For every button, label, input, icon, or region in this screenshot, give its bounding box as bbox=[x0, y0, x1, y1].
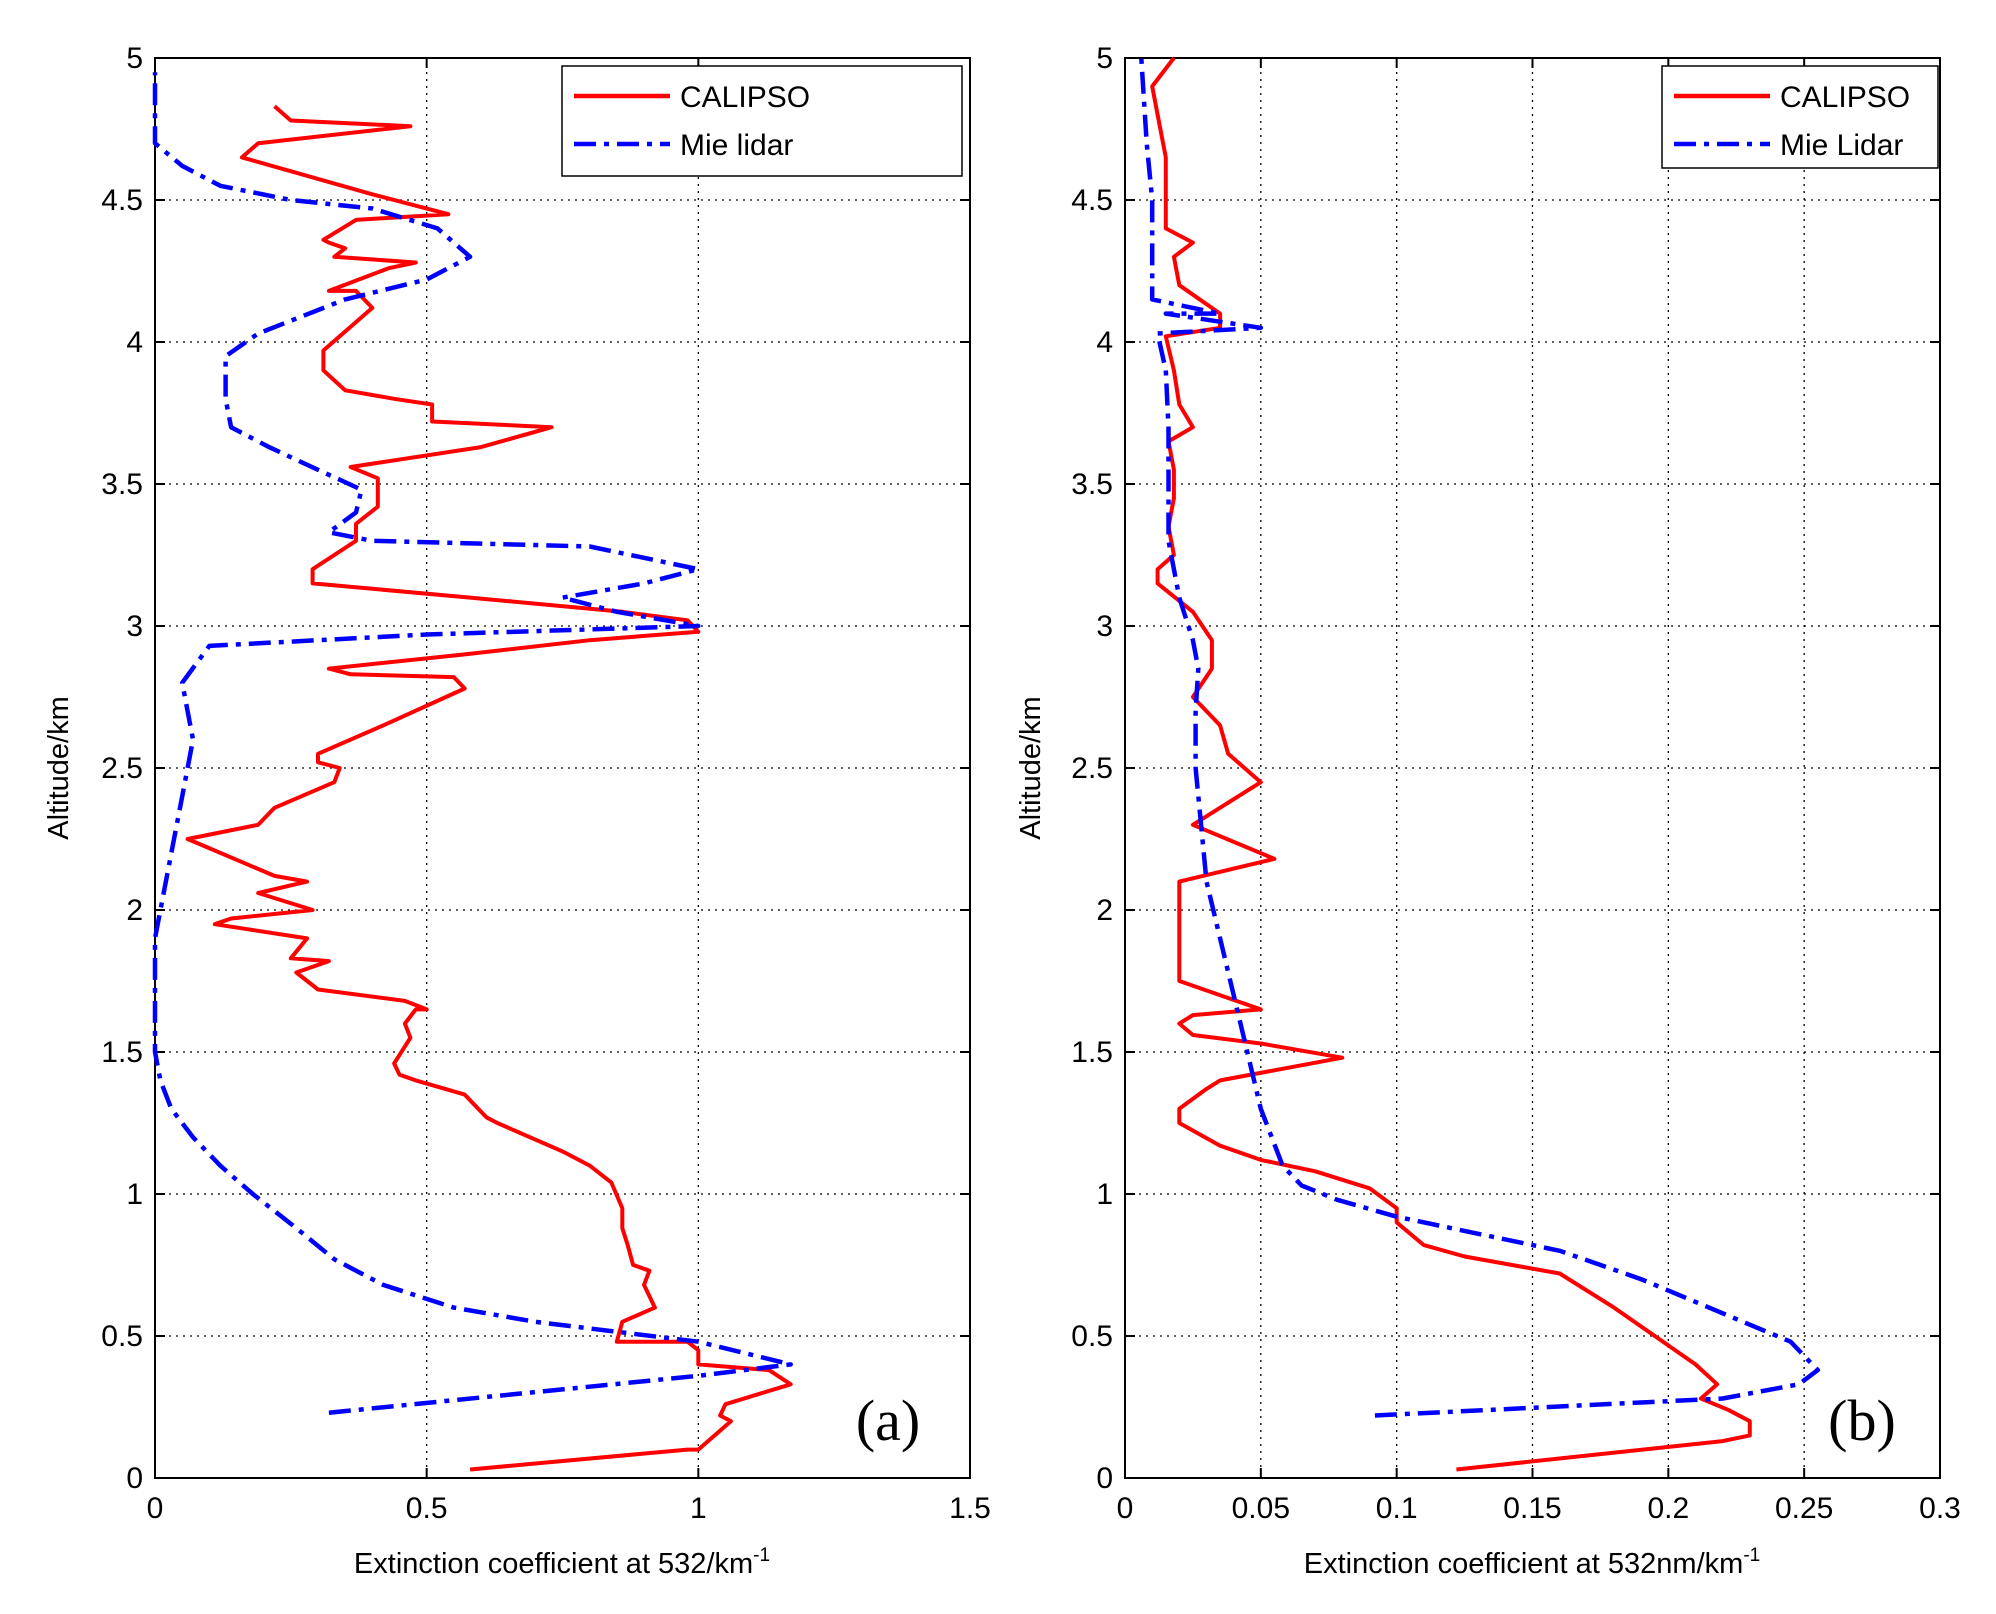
panel-a-x-axis-label: Extinction coefficient at 532/km-1 bbox=[354, 1545, 770, 1580]
panel-b-x-axis-label: Extinction coefficient at 532nm/km-1 bbox=[1304, 1545, 1760, 1580]
panel-b-gridlines bbox=[1125, 58, 1940, 1478]
panel-b-xtick-label-3: 0.15 bbox=[1503, 1492, 1561, 1525]
panel-a-ytick-label-0: 0 bbox=[126, 1462, 143, 1495]
panel-a-xtick-label-2: 1 bbox=[690, 1492, 707, 1525]
panel-b-xtick-label-2: 0.1 bbox=[1376, 1492, 1418, 1525]
panel-a-gridlines bbox=[155, 58, 970, 1478]
panel-b-series-calipso-line bbox=[1150, 56, 1752, 1472]
panel-b-ytick-label-4: 2 bbox=[1096, 894, 1113, 927]
panel-a-ytick-label-6: 3 bbox=[126, 610, 143, 643]
panel-a-ytick-label-8: 4 bbox=[126, 326, 143, 359]
panel-a-x-axis-label-superscript: -1 bbox=[753, 1545, 770, 1566]
panel-b-xtick-label-6: 0.3 bbox=[1919, 1492, 1961, 1525]
panel-b-legend-label-calipso: CALIPSO bbox=[1780, 81, 1910, 114]
panel-b-ytick-label-9: 4.5 bbox=[1071, 184, 1113, 217]
panel-b-ytick-label-6: 3 bbox=[1096, 610, 1113, 643]
panel-b-y-ticks: 0 0.5 1 1.5 2 2.5 3 3.5 4 4.5 5 bbox=[1071, 42, 1940, 1495]
panel-b-ytick-label-8: 4 bbox=[1096, 326, 1113, 359]
panel-a-series-mie-lidar-line bbox=[152, 72, 793, 1415]
panel-a-legend-label-mie-lidar: Mie lidar bbox=[680, 129, 793, 162]
panel-b-legend-box bbox=[1661, 65, 1939, 169]
panel-a-xtick-label-1: 0.5 bbox=[406, 1492, 448, 1525]
panel-b-x-axis-label-text: Extinction coefficient at 532nm/km bbox=[1304, 1548, 1744, 1580]
panel-a-y-ticks: 0 0.5 1 1.5 2 2.5 3 3.5 4 4.5 5 bbox=[101, 42, 970, 1495]
panel-b-legend: CALIPSO Mie Lidar bbox=[1661, 65, 1939, 169]
panel-a-legend: CALIPSO Mie lidar bbox=[561, 65, 963, 177]
panel-a-ytick-label-10: 5 bbox=[126, 42, 143, 75]
panel-b: 0 0.05 0.1 0.15 0.2 0.25 0.3 0 0.5 1 1.5 2 2.5 3 3.5 4… bbox=[1015, 42, 1961, 1580]
panel-a-label: (a) bbox=[856, 1388, 920, 1453]
panel-b-xtick-label-1: 0.05 bbox=[1232, 1492, 1290, 1525]
panel-b-ytick-label-0: 0 bbox=[1096, 1462, 1113, 1495]
panel-b-xtick-label-4: 0.2 bbox=[1647, 1492, 1689, 1525]
panel-b-xtick-label-0: 0 bbox=[1117, 1492, 1134, 1525]
panel-a-legend-box bbox=[561, 65, 963, 177]
panel-b-legend-label-mie-lidar: Mie Lidar bbox=[1780, 129, 1903, 162]
panel-a-xtick-label-3: 1.5 bbox=[949, 1492, 991, 1525]
panel-a-series-calipso-line bbox=[185, 104, 793, 1472]
panel-a: 0 0.5 1 1.5 0 0.5 1 1.5 2 2.5 3 3.5 4 4.5 5 CALIPSO M… bbox=[43, 42, 991, 1580]
panel-b-x-ticks: 0 0.05 0.1 0.15 0.2 0.25 0.3 bbox=[1117, 58, 1961, 1525]
panel-a-xtick-label-0: 0 bbox=[147, 1492, 164, 1525]
panel-a-ytick-label-5: 2.5 bbox=[101, 752, 143, 785]
panel-a-ytick-label-9: 4.5 bbox=[101, 184, 143, 217]
panel-a-ytick-label-7: 3.5 bbox=[101, 468, 143, 501]
panel-b-ytick-label-5: 2.5 bbox=[1071, 752, 1113, 785]
panel-b-xtick-label-5: 0.25 bbox=[1775, 1492, 1833, 1525]
panel-b-ytick-label-2: 1 bbox=[1096, 1178, 1113, 1211]
panel-a-ytick-label-2: 1 bbox=[126, 1178, 143, 1211]
panel-b-ytick-label-7: 3.5 bbox=[1071, 468, 1113, 501]
panel-a-ytick-label-1: 0.5 bbox=[101, 1320, 143, 1353]
panel-b-x-axis-label-superscript: -1 bbox=[1743, 1545, 1760, 1566]
panel-b-y-axis-label: Altitude/km bbox=[1015, 696, 1047, 839]
panel-b-ytick-label-10: 5 bbox=[1096, 42, 1113, 75]
panel-a-ytick-label-3: 1.5 bbox=[101, 1036, 143, 1069]
panel-b-series bbox=[1139, 56, 1821, 1472]
panel-b-ytick-label-1: 0.5 bbox=[1071, 1320, 1113, 1353]
panel-a-y-axis-label: Altitude/km bbox=[43, 696, 75, 839]
panel-a-legend-label-calipso: CALIPSO bbox=[680, 81, 810, 114]
panel-a-series bbox=[152, 72, 793, 1472]
panel-a-ytick-label-4: 2 bbox=[126, 894, 143, 927]
panel-a-x-axis-label-text: Extinction coefficient at 532/km bbox=[354, 1548, 753, 1580]
panel-b-label: (b) bbox=[1828, 1388, 1896, 1453]
panel-a-x-ticks: 0 0.5 1 1.5 bbox=[147, 58, 991, 1525]
panel-b-ytick-label-3: 1.5 bbox=[1071, 1036, 1113, 1069]
panel-b-series-mie-lidar-line bbox=[1139, 57, 1821, 1418]
